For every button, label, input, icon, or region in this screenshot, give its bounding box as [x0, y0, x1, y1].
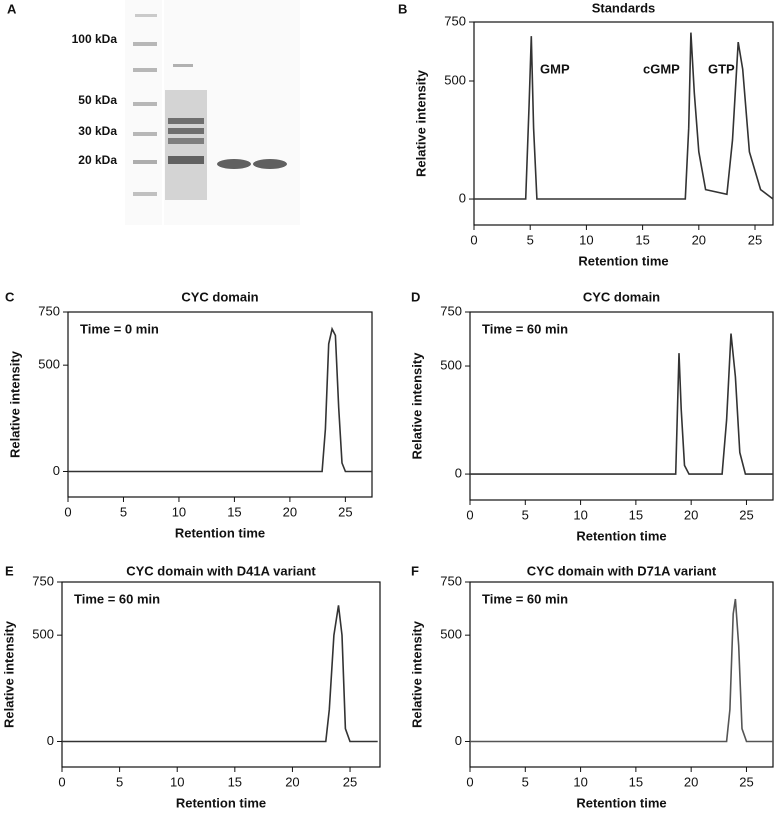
y-tick-label: 500: [38, 357, 60, 372]
x-tick-label: 25: [338, 504, 352, 519]
trace-line: [68, 326, 372, 473]
chart-title: CYC domain: [583, 289, 660, 304]
x-tick-label: 25: [748, 232, 762, 247]
trace-line: [62, 605, 378, 743]
annotation: Time = 0 min: [80, 321, 159, 336]
panel-label: E: [5, 563, 14, 578]
panel-label: F: [411, 563, 419, 578]
y-tick-label: 500: [32, 627, 54, 642]
plot-frame: [473, 21, 774, 226]
y-tick-label: 750: [440, 303, 462, 318]
y-axis-label: Relative intensity: [409, 352, 424, 460]
y-tick-label: 750: [440, 573, 462, 588]
peak-label: GMP: [540, 61, 570, 76]
y-tick-label: 0: [459, 190, 466, 205]
x-tick-label: 15: [635, 232, 649, 247]
x-tick-label: 15: [629, 507, 643, 522]
x-tick-label: 10: [579, 232, 593, 247]
gel-image: [125, 0, 300, 225]
plot-frame: [61, 581, 381, 768]
y-tick-label: 500: [440, 357, 462, 372]
plot-frame: [469, 311, 774, 501]
x-tick-label: 0: [64, 504, 71, 519]
x-tick-label: 5: [527, 232, 534, 247]
x-tick-label: 10: [573, 774, 587, 789]
y-tick-label: 500: [444, 72, 466, 87]
x-tick-label: 15: [227, 504, 241, 519]
trace-line: [470, 598, 773, 743]
x-axis-label: Retention time: [576, 795, 666, 810]
x-tick-label: 25: [343, 774, 357, 789]
trace-line: [474, 32, 774, 200]
x-tick-label: 0: [466, 507, 473, 522]
marker-label: 100 kDa: [72, 32, 118, 46]
trace-line: [470, 333, 773, 475]
y-tick-label: 0: [455, 466, 462, 481]
y-axis-label: Relative intensity: [1, 620, 16, 728]
annotation: Time = 60 min: [74, 591, 160, 606]
x-tick-label: 5: [120, 504, 127, 519]
y-tick-label: 750: [444, 13, 466, 28]
x-tick-label: 20: [283, 504, 297, 519]
y-tick-label: 0: [455, 733, 462, 748]
y-tick-label: 0: [53, 463, 60, 478]
y-axis-label: Relative intensity: [413, 69, 428, 177]
plot-frame: [469, 581, 774, 768]
x-axis-label: Retention time: [175, 525, 265, 540]
chart-title: Standards: [592, 0, 656, 15]
chart-title: CYC domain with D41A variant: [126, 563, 316, 578]
x-tick-label: 20: [684, 507, 698, 522]
x-tick-label: 5: [116, 774, 123, 789]
marker-label: 30 kDa: [78, 124, 117, 138]
x-tick-label: 0: [470, 232, 477, 247]
x-tick-label: 10: [172, 504, 186, 519]
y-tick-label: 750: [32, 573, 54, 588]
peak-label: cGMP: [643, 61, 680, 76]
panel-label: B: [398, 1, 407, 16]
y-axis-label: Relative intensity: [7, 350, 22, 458]
marker-label: 20 kDa: [78, 153, 117, 167]
x-tick-label: 20: [285, 774, 299, 789]
x-tick-label: 15: [629, 774, 643, 789]
peak-label: GTP: [708, 61, 735, 76]
x-tick-label: 25: [739, 507, 753, 522]
y-tick-label: 750: [38, 303, 60, 318]
plot-frame: [67, 311, 373, 498]
x-tick-label: 25: [739, 774, 753, 789]
x-axis-label: Retention time: [578, 253, 668, 268]
marker-label: 50 kDa: [78, 93, 117, 107]
panel-label: C: [5, 289, 15, 304]
x-tick-label: 10: [573, 507, 587, 522]
x-tick-label: 15: [228, 774, 242, 789]
x-tick-label: 20: [684, 774, 698, 789]
x-tick-label: 0: [58, 774, 65, 789]
y-tick-label: 0: [47, 733, 54, 748]
x-tick-label: 0: [466, 774, 473, 789]
panel-label: A: [7, 1, 17, 16]
x-axis-label: Retention time: [576, 528, 666, 543]
panel-label: D: [411, 289, 420, 304]
y-tick-label: 500: [440, 627, 462, 642]
annotation: Time = 60 min: [482, 591, 568, 606]
y-axis-label: Relative intensity: [409, 620, 424, 728]
x-tick-label: 5: [522, 774, 529, 789]
chart-title: CYC domain with D71A variant: [527, 563, 717, 578]
x-tick-label: 5: [522, 507, 529, 522]
x-tick-label: 10: [170, 774, 184, 789]
chart-title: CYC domain: [181, 289, 258, 304]
x-axis-label: Retention time: [176, 795, 266, 810]
x-tick-label: 20: [692, 232, 706, 247]
annotation: Time = 60 min: [482, 321, 568, 336]
